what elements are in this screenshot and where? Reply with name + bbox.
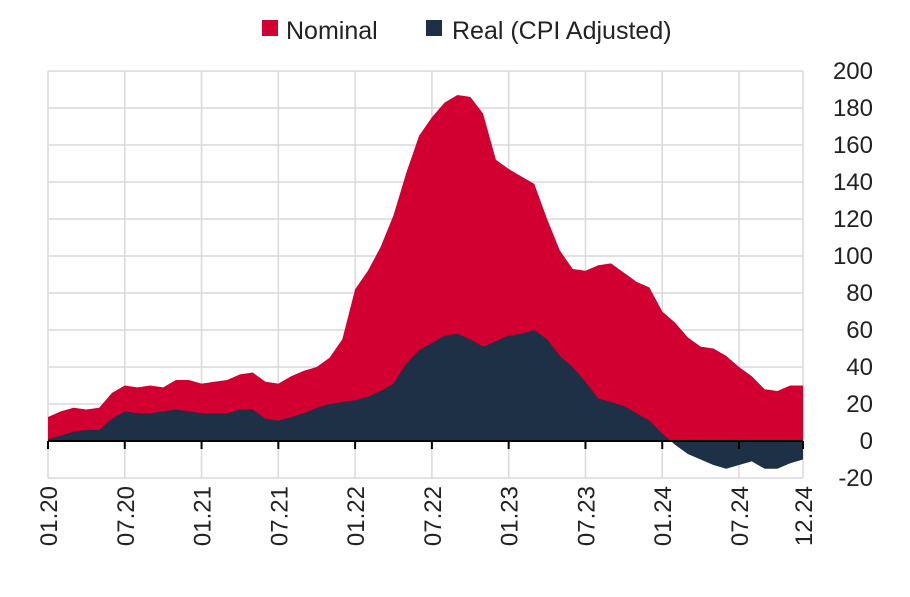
legend-swatch-nominal bbox=[262, 20, 278, 36]
x-tick-label: 07.20 bbox=[113, 486, 140, 546]
x-tick-label: 01.22 bbox=[343, 486, 370, 546]
y-tick-label: 100 bbox=[833, 243, 873, 270]
y-tick-label: 20 bbox=[846, 391, 873, 418]
y-tick-label: 140 bbox=[833, 169, 873, 196]
y-tick-label: 180 bbox=[833, 95, 873, 122]
legend: Nominal Real (CPI Adjusted) bbox=[262, 17, 672, 45]
x-tick-label: 01.23 bbox=[497, 486, 524, 546]
x-tick-label: 07.22 bbox=[420, 486, 447, 546]
y-tick-label: 60 bbox=[846, 317, 873, 344]
y-tick-label: 40 bbox=[846, 354, 873, 381]
x-axis-tick-labels: 01.20 07.20 01.21 07.21 01.22 07.22 01.23 07.23… bbox=[36, 486, 818, 546]
x-tick-label: 07.24 bbox=[727, 486, 754, 546]
x-tick-label: 01.24 bbox=[650, 486, 677, 546]
x-tick-label: 07.21 bbox=[266, 486, 293, 546]
plot-areas bbox=[48, 95, 803, 469]
x-tick-label: 01.20 bbox=[36, 486, 63, 546]
y-tick-label: 160 bbox=[833, 132, 873, 159]
y-tick-label: -20 bbox=[838, 465, 873, 492]
area-series-real bbox=[48, 330, 803, 469]
y-tick-label: 0 bbox=[860, 428, 873, 455]
x-tick-label: 01.21 bbox=[190, 486, 217, 546]
y-tick-label: 80 bbox=[846, 280, 873, 307]
x-tick-label: 12.24 bbox=[791, 486, 818, 546]
legend-swatch-real bbox=[426, 20, 442, 36]
y-tick-label: 120 bbox=[833, 206, 873, 233]
axes bbox=[47, 440, 804, 449]
legend-label-real: Real (CPI Adjusted) bbox=[452, 17, 672, 45]
legend-label-nominal: Nominal bbox=[286, 17, 378, 45]
area-series-nominal bbox=[48, 95, 803, 442]
x-tick-label: 07.23 bbox=[573, 486, 600, 546]
y-tick-label: 200 bbox=[833, 58, 873, 85]
